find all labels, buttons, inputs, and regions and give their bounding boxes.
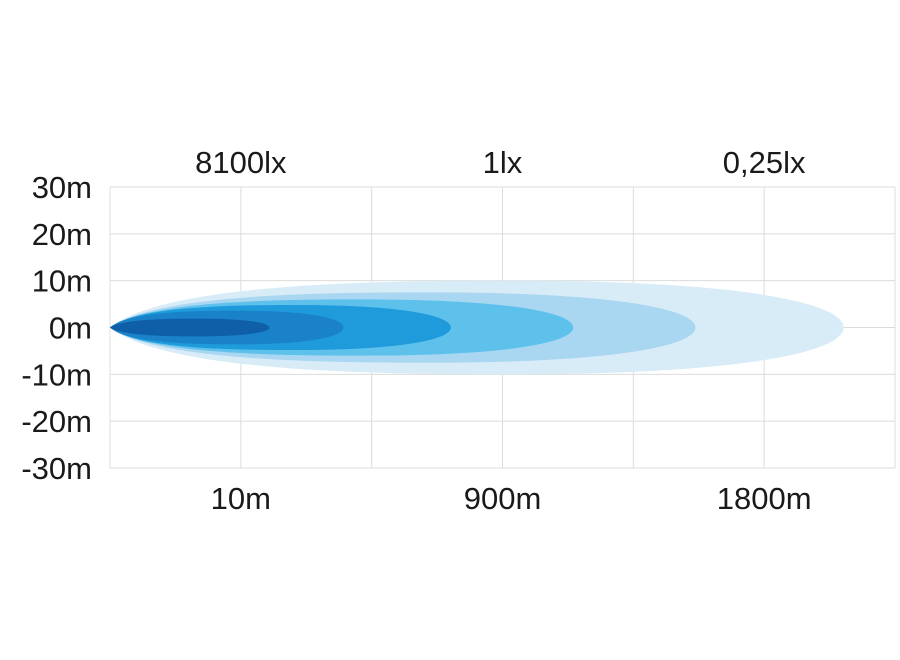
y-tick-label: -30m <box>21 451 92 486</box>
y-tick-label: 0m <box>49 311 92 346</box>
beam-areas <box>110 280 844 375</box>
x-tick-label: 1800m <box>717 481 812 516</box>
y-tick-label: -10m <box>21 357 92 392</box>
lux-label: 0,25lx <box>723 145 806 180</box>
y-tick-label: 30m <box>32 170 92 205</box>
y-axis-ticks: 30m 20m 10m 0m -10m -20m -30m <box>21 170 92 486</box>
y-tick-label: 20m <box>32 217 92 252</box>
x-tick-label: 10m <box>211 481 271 516</box>
beam-area-6 <box>110 318 270 337</box>
lux-label: 8100lx <box>195 145 287 180</box>
x-tick-label: 900m <box>464 481 542 516</box>
y-tick-label: 10m <box>32 264 92 299</box>
y-tick-label: -20m <box>21 404 92 439</box>
lux-label: 1lx <box>483 145 523 180</box>
lux-labels: 8100lx 1lx 0,25lx <box>195 145 806 180</box>
x-axis-ticks: 10m 900m 1800m <box>211 481 812 516</box>
